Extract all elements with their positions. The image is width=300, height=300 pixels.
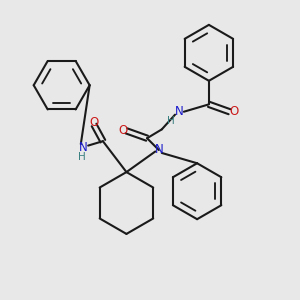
Text: N: N (175, 105, 184, 118)
Text: H: H (167, 116, 175, 126)
Text: O: O (119, 124, 128, 137)
Text: N: N (80, 141, 88, 154)
Text: H: H (78, 152, 86, 162)
Text: N: N (154, 143, 163, 157)
Text: O: O (229, 105, 239, 118)
Text: O: O (89, 116, 99, 128)
